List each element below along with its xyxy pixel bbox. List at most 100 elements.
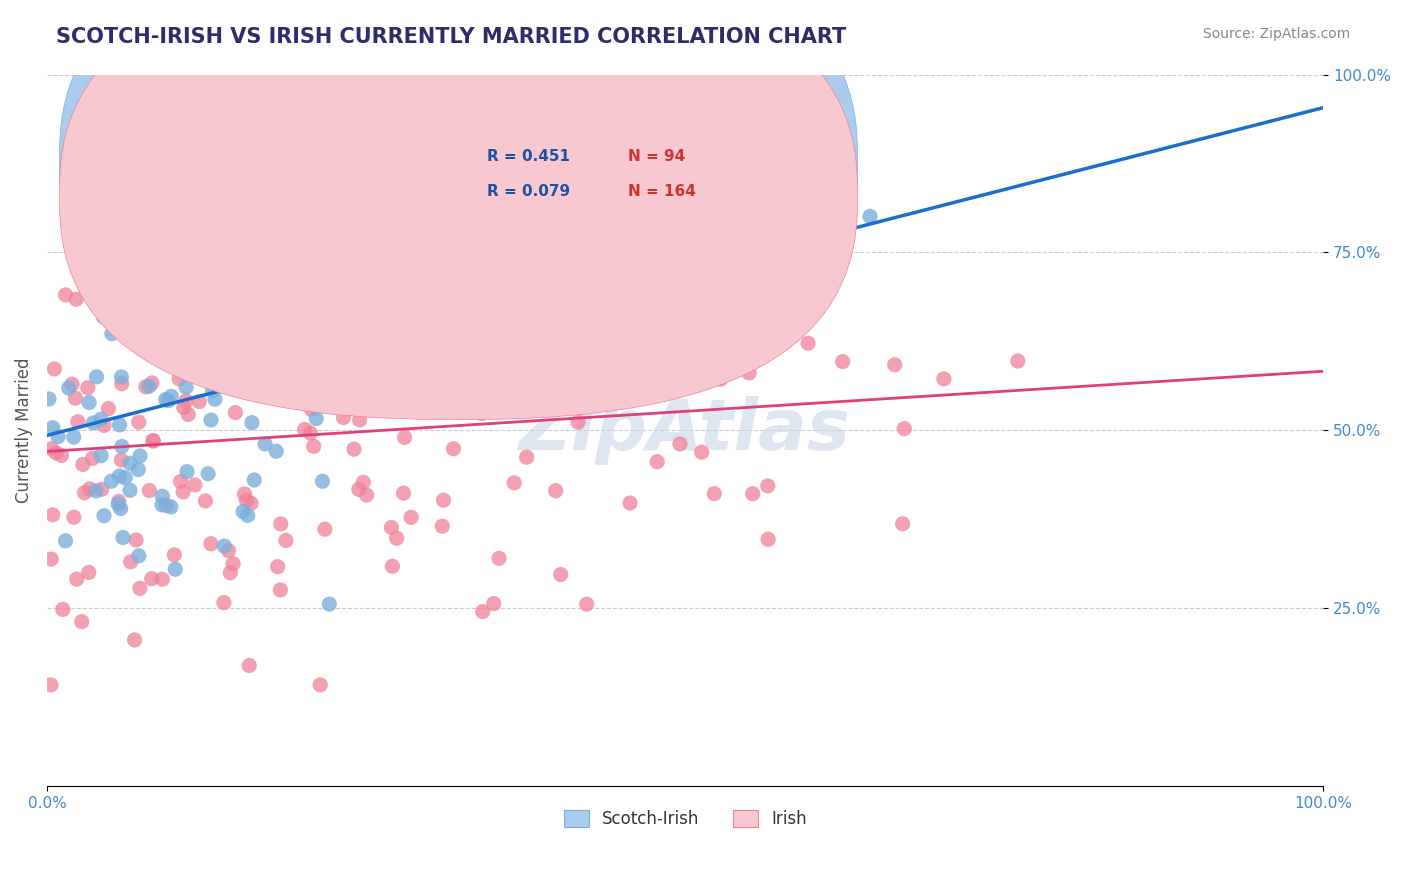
Point <box>207 254 229 268</box>
Text: N = 94: N = 94 <box>627 149 685 164</box>
Point <box>503 475 526 490</box>
Point <box>110 370 132 384</box>
Point <box>392 486 415 500</box>
Point <box>588 388 610 402</box>
Point <box>347 483 370 497</box>
Point <box>281 344 304 359</box>
Point <box>544 483 567 498</box>
Point <box>122 296 145 310</box>
Point <box>157 393 180 408</box>
Point <box>80 252 103 266</box>
Point <box>224 406 246 420</box>
Point <box>202 334 225 348</box>
Point <box>111 531 134 545</box>
Point <box>217 543 239 558</box>
Point <box>124 331 146 345</box>
Point <box>797 336 820 351</box>
Point <box>97 401 120 416</box>
Point <box>932 372 955 386</box>
Point <box>209 315 232 329</box>
Point <box>110 453 132 467</box>
Text: R = 0.079: R = 0.079 <box>488 185 571 200</box>
Point <box>195 226 218 240</box>
Point <box>321 231 343 245</box>
Point <box>567 415 589 429</box>
Point <box>65 391 87 405</box>
Point <box>295 315 318 329</box>
Point <box>883 358 905 372</box>
FancyBboxPatch shape <box>59 0 858 419</box>
Point <box>108 469 131 483</box>
Point <box>150 572 173 586</box>
Point <box>243 473 266 487</box>
Point <box>63 510 86 524</box>
Point <box>236 508 259 523</box>
Point <box>284 178 307 193</box>
Point <box>79 482 101 496</box>
Point <box>685 213 707 227</box>
Point <box>523 299 546 313</box>
Point <box>107 497 129 511</box>
Point <box>111 439 134 453</box>
Point <box>432 519 454 533</box>
Point <box>41 442 63 456</box>
Point <box>264 444 287 458</box>
Point <box>39 678 62 692</box>
Point <box>235 493 257 508</box>
Point <box>347 376 370 391</box>
Point <box>270 516 292 531</box>
Point <box>246 386 269 401</box>
Point <box>515 374 537 388</box>
Point <box>172 484 194 499</box>
Point <box>93 508 115 523</box>
Point <box>411 295 433 310</box>
Point <box>128 333 150 347</box>
Point <box>66 415 89 429</box>
Point <box>173 401 195 415</box>
Point <box>678 352 700 367</box>
Point <box>361 336 384 351</box>
Point <box>98 277 121 291</box>
Point <box>741 487 763 501</box>
Point <box>142 434 165 448</box>
Point <box>253 437 276 451</box>
Point <box>433 370 456 384</box>
Point <box>352 475 374 490</box>
Point <box>141 572 163 586</box>
Point <box>311 353 333 368</box>
Point <box>443 442 465 456</box>
Point <box>167 372 190 386</box>
Point <box>243 304 266 318</box>
Point <box>93 310 115 324</box>
Point <box>336 337 359 351</box>
Point <box>385 531 408 545</box>
Point <box>314 522 336 536</box>
Point <box>73 485 96 500</box>
Point <box>690 445 713 459</box>
Point <box>155 354 177 368</box>
Point <box>710 372 733 386</box>
Point <box>402 350 425 364</box>
Point <box>232 505 254 519</box>
Point <box>416 190 439 204</box>
Point <box>177 408 200 422</box>
Point <box>107 494 129 508</box>
Point <box>433 356 456 370</box>
Point <box>381 391 404 405</box>
Point <box>471 605 494 619</box>
Point <box>129 449 152 463</box>
Point <box>411 373 433 387</box>
Point <box>665 215 688 229</box>
Point <box>39 552 62 566</box>
Point <box>124 632 146 647</box>
Point <box>254 266 277 280</box>
Point <box>305 411 328 425</box>
Point <box>201 384 224 398</box>
Point <box>65 293 87 307</box>
Point <box>135 380 157 394</box>
Point <box>222 334 245 349</box>
Point <box>42 420 65 434</box>
Point <box>62 430 84 444</box>
Point <box>93 418 115 433</box>
Point <box>550 567 572 582</box>
